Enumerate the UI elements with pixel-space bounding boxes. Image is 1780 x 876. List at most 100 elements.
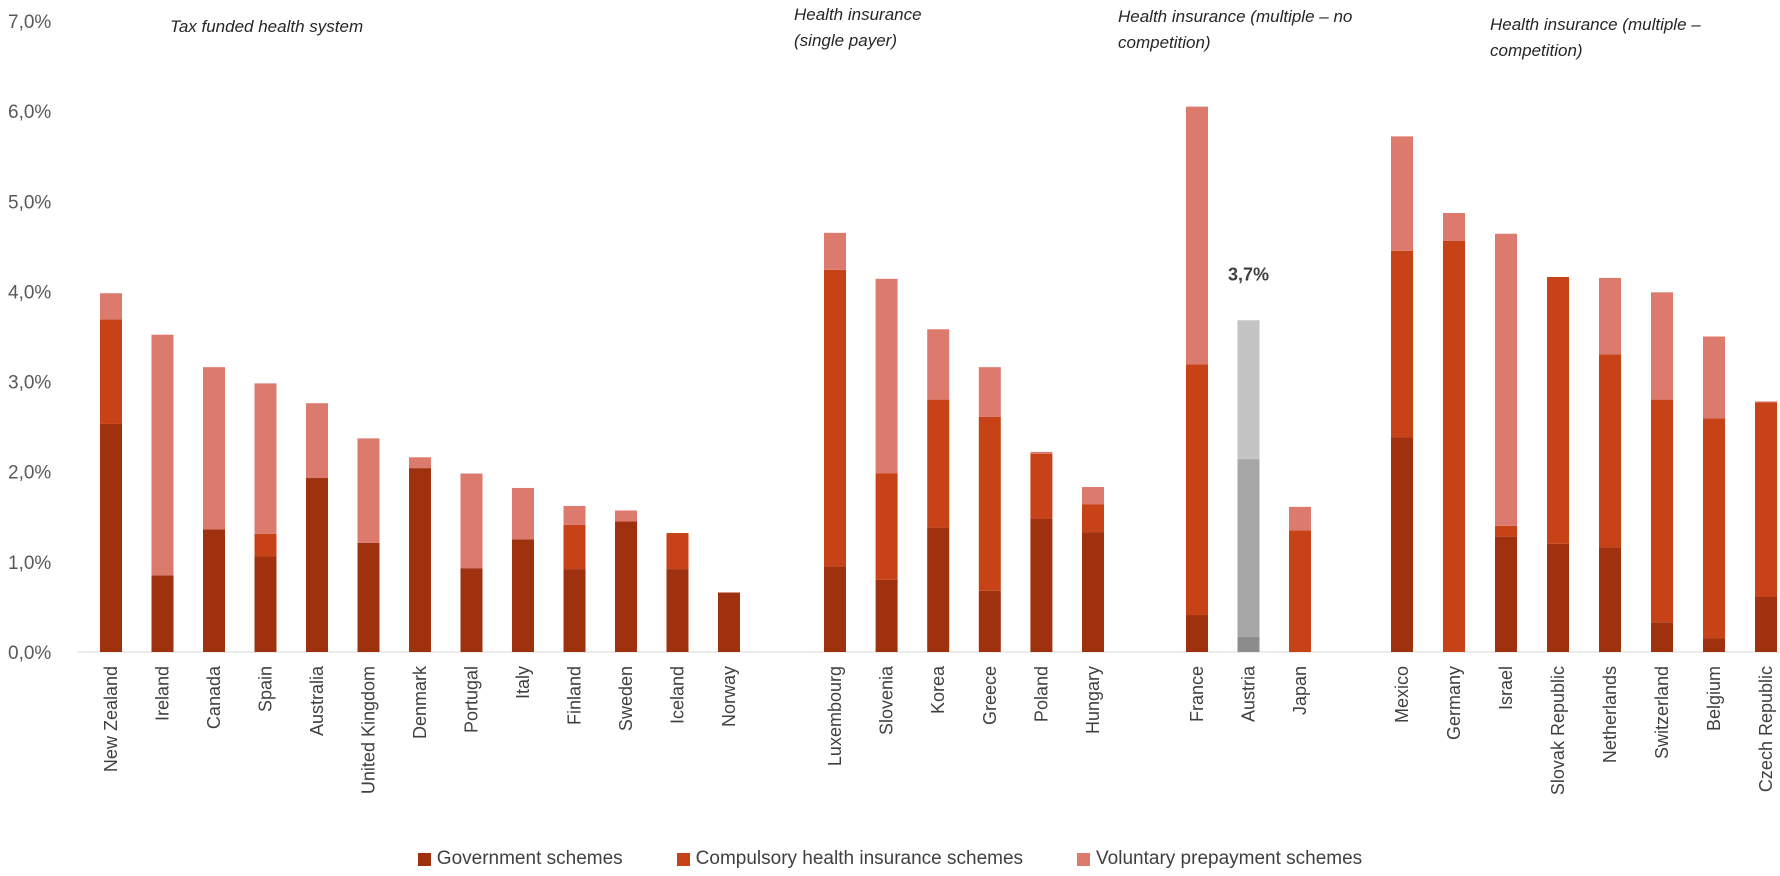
x-tick-label: Israel (1496, 666, 1516, 710)
legend-label-compulsory: Compulsory health insurance schemes (695, 848, 1024, 869)
x-tick-label: Japan (1290, 666, 1310, 715)
x-tick-label: Luxembourg (825, 666, 845, 766)
x-tick-label: Switzerland (1652, 666, 1672, 759)
bar-canada-government-schemes (203, 529, 225, 652)
bar-switzerland-government-schemes (1651, 622, 1673, 652)
bar-portugal-voluntary-prepayment-schemes (460, 473, 483, 569)
bar-spain-voluntary-prepayment-schemes (254, 383, 277, 534)
bar-austria-voluntary-prepayment-schemes (1237, 320, 1260, 460)
bar-germany-voluntary-prepayment-schemes (1443, 213, 1465, 241)
bar-netherlands-government-schemes (1599, 547, 1621, 652)
bar-hungary-voluntary-prepayment-schemes (1082, 487, 1104, 505)
x-tick-label: Portugal (462, 666, 482, 733)
x-tick-label: Norway (719, 666, 739, 727)
bar-iceland-compulsory-health-insurance-schemes (666, 533, 689, 570)
x-tick-label: Slovenia (877, 665, 897, 735)
bar-finland-voluntary-prepayment-schemes (563, 505, 586, 525)
bar-germany-compulsory-health-insurance-schemes (1443, 240, 1465, 652)
bar-poland-government-schemes (1030, 518, 1053, 652)
x-tick-label: Denmark (410, 665, 430, 739)
bar-iceland-government-schemes (666, 569, 689, 652)
bar-new-zealand-voluntary-prepayment-schemes (100, 293, 122, 320)
bar-luxembourg-government-schemes (824, 566, 846, 652)
x-tick-label: Sweden (616, 666, 636, 731)
bar-czech-republic-voluntary-prepayment-schemes (1755, 401, 1777, 403)
y-tick-label: 2,0% (8, 463, 51, 484)
bar-italy-voluntary-prepayment-schemes (512, 487, 534, 540)
x-tick-label: Czech Republic (1756, 666, 1776, 792)
data-label-austria: 3,7% (1228, 264, 1269, 284)
x-tick-label: Ireland (153, 666, 173, 721)
group-label: Tax funded health system (170, 17, 363, 36)
bar-new-zealand-compulsory-health-insurance-schemes (100, 319, 122, 424)
bar-hungary-government-schemes (1082, 532, 1104, 652)
bar-ireland-government-schemes (151, 575, 174, 652)
legend-swatch-voluntary (1077, 852, 1091, 866)
legend-item-compulsory: Compulsory health insurance schemes (676, 848, 1024, 870)
bar-israel-government-schemes (1495, 536, 1517, 652)
legend-swatch-government (417, 852, 431, 866)
bar-luxembourg-voluntary-prepayment-schemes (824, 232, 846, 270)
bar-united-kingdom-voluntary-prepayment-schemes (357, 438, 380, 543)
x-tick-label: Slovak Republic (1548, 666, 1568, 795)
bar-portugal-government-schemes (460, 568, 483, 652)
legend: Government schemes Compulsory health ins… (0, 848, 1780, 870)
bar-czech-republic-government-schemes (1755, 597, 1777, 652)
bar-israel-voluntary-prepayment-schemes (1495, 233, 1517, 526)
bar-mexico-compulsory-health-insurance-schemes (1391, 250, 1413, 438)
x-tick-label: Australia (307, 665, 327, 736)
x-tick-label: Hungary (1083, 666, 1103, 734)
bar-belgium-government-schemes (1703, 638, 1725, 652)
bar-greece-government-schemes (978, 590, 1001, 652)
x-tick-label: Mexico (1392, 666, 1412, 723)
bar-france-voluntary-prepayment-schemes (1186, 106, 1208, 365)
y-tick-label: 7,0% (8, 12, 51, 33)
bar-switzerland-voluntary-prepayment-schemes (1651, 292, 1673, 400)
bar-united-kingdom-government-schemes (357, 542, 380, 652)
bar-korea-government-schemes (927, 527, 950, 652)
group-label: Health insurance (multiple – no competiti… (1118, 7, 1352, 52)
bar-finland-government-schemes (563, 569, 586, 652)
x-tick-label: Iceland (668, 666, 688, 724)
bar-slovenia-compulsory-health-insurance-schemes (875, 473, 898, 580)
x-tick-label: Korea (928, 665, 948, 714)
bar-netherlands-compulsory-health-insurance-schemes (1599, 354, 1621, 548)
bar-belgium-voluntary-prepayment-schemes (1703, 336, 1725, 419)
x-tick-label: Austria (1239, 665, 1259, 722)
bar-switzerland-compulsory-health-insurance-schemes (1651, 399, 1673, 623)
bar-spain-compulsory-health-insurance-schemes (254, 533, 277, 557)
bar-canada-voluntary-prepayment-schemes (203, 367, 225, 530)
x-tick-label: Spain (256, 666, 276, 712)
bar-spain-government-schemes (254, 556, 277, 652)
bar-finland-compulsory-health-insurance-schemes (563, 524, 586, 570)
bar-austria-compulsory-health-insurance-schemes (1237, 459, 1260, 637)
x-tick-label: Germany (1444, 666, 1464, 740)
bar-netherlands-voluntary-prepayment-schemes (1599, 277, 1621, 355)
legend-label-government: Government schemes (436, 848, 623, 869)
bar-france-government-schemes (1186, 615, 1208, 652)
group-label: Health insurance (multiple – competition) (1490, 15, 1701, 60)
bar-slovak-republic-compulsory-health-insurance-schemes (1547, 277, 1569, 544)
y-tick-label: 5,0% (8, 192, 51, 213)
bar-japan-voluntary-prepayment-schemes (1289, 506, 1311, 531)
bar-ireland-voluntary-prepayment-schemes (151, 334, 174, 576)
y-tick-label: 6,0% (8, 102, 51, 123)
bar-korea-voluntary-prepayment-schemes (927, 329, 950, 400)
bar-czech-republic-compulsory-health-insurance-schemes (1755, 402, 1777, 598)
bar-luxembourg-compulsory-health-insurance-schemes (824, 269, 846, 567)
x-tick-label: Canada (204, 665, 224, 729)
y-tick-label: 4,0% (8, 282, 51, 303)
y-tick-label: 3,0% (8, 373, 51, 394)
bar-hungary-compulsory-health-insurance-schemes (1082, 504, 1104, 533)
y-tick-label: 0,0% (8, 643, 51, 664)
bar-italy-government-schemes (512, 539, 534, 652)
bar-france-compulsory-health-insurance-schemes (1186, 364, 1208, 616)
bar-israel-compulsory-health-insurance-schemes (1495, 525, 1517, 537)
bar-denmark-voluntary-prepayment-schemes (409, 457, 431, 469)
bar-greece-compulsory-health-insurance-schemes (978, 416, 1001, 591)
bar-slovenia-government-schemes (875, 579, 898, 652)
bar-korea-compulsory-health-insurance-schemes (927, 399, 950, 528)
x-tick-label: Italy (513, 666, 533, 699)
bar-denmark-government-schemes (409, 468, 431, 652)
